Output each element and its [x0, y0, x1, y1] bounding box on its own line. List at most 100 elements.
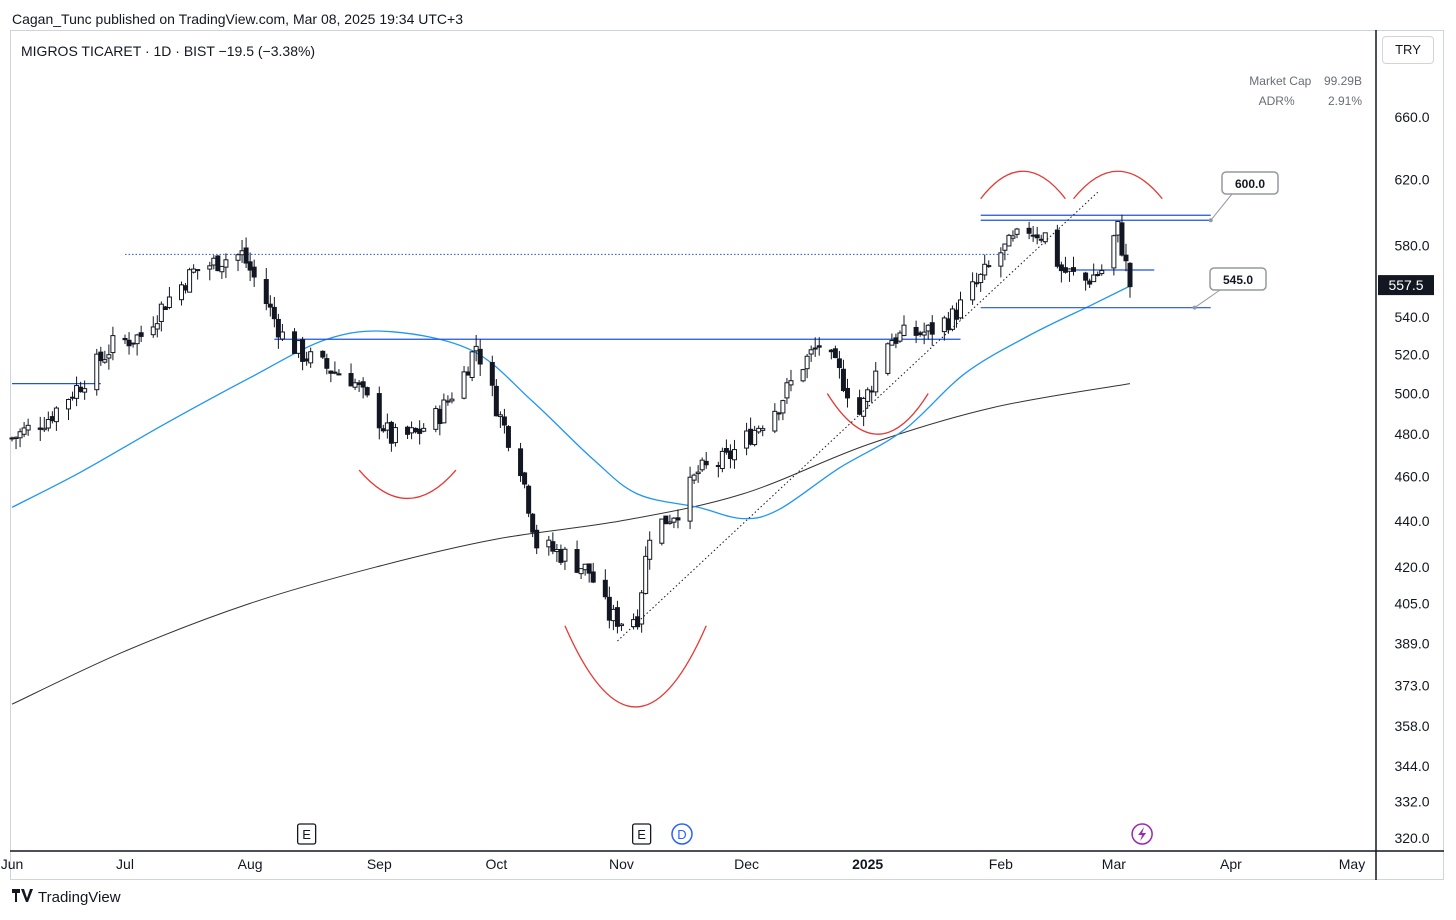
candle-body: [748, 428, 754, 445]
candle-body: [1042, 232, 1048, 243]
candle-body: [150, 326, 156, 336]
candle-body: [893, 337, 899, 344]
candle-body: [352, 382, 358, 388]
candle-body: [223, 259, 229, 268]
candle-body: [138, 332, 144, 337]
x-tick-label: 2025: [852, 856, 883, 872]
candle-body: [808, 349, 814, 355]
candle-body: [719, 450, 725, 469]
candle-body: [158, 303, 164, 322]
candle-body: [183, 285, 189, 291]
candle-body: [437, 408, 443, 425]
y-tick-label: 620.0: [1394, 171, 1429, 187]
candle-body: [166, 296, 172, 309]
y-tick-label: 389.0: [1394, 636, 1429, 652]
y-tick-label: 500.0: [1394, 386, 1429, 402]
candle-body: [279, 331, 285, 340]
candle-body: [974, 282, 980, 285]
earnings-marker[interactable]: [296, 823, 317, 845]
footer-logo[interactable]: TradingView: [12, 889, 121, 906]
market-cap-value: 99.29B: [1323, 74, 1362, 88]
cup-arc: [358, 469, 457, 500]
candle-body: [929, 322, 935, 335]
candle-body: [497, 414, 503, 418]
x-tick-label: Dec: [734, 856, 759, 872]
y-axis[interactable]: 660.0 620.0 580.0 540.0 520.0 500.0 480.0 460.0…: [1378, 109, 1434, 846]
publish-note: Cagan_Tunc published on TradingView.com,…: [12, 11, 464, 27]
candle-body: [445, 400, 451, 403]
candle-body: [715, 464, 721, 467]
currency-button[interactable]: TRY: [1382, 36, 1434, 64]
adr-value: 2.91%: [1327, 94, 1362, 108]
candle-body: [889, 340, 895, 346]
candle-body: [25, 424, 31, 431]
symbol-line[interactable]: MIGROS TICARET · 1D · BIST −19.5 (−3.38%…: [21, 43, 316, 59]
candle-body: [195, 269, 201, 272]
y-tick-label: 660.0: [1394, 109, 1429, 125]
callout-box[interactable]: [1221, 171, 1279, 195]
x-tick-label: May: [1339, 856, 1365, 872]
candle-body: [1026, 227, 1032, 234]
ma-long: [11, 383, 1131, 705]
x-tick-label: Oct: [485, 856, 507, 872]
candle-body: [691, 474, 697, 481]
candle-body: [1002, 243, 1008, 251]
candle-body: [13, 436, 19, 440]
candle-body: [239, 250, 245, 256]
callout-box[interactable]: [1209, 267, 1267, 291]
candle-body: [267, 303, 273, 308]
candle-body: [578, 568, 584, 575]
candle-body: [360, 381, 366, 388]
dividend-marker[interactable]: [671, 823, 693, 845]
candle-body: [1099, 270, 1105, 275]
candle-body: [328, 370, 334, 374]
candle-body: [78, 386, 84, 393]
x-tick-label: Jun: [1, 856, 24, 872]
candle-body: [635, 616, 641, 628]
candle-body: [784, 382, 790, 399]
candle-body: [413, 427, 419, 433]
x-tick-label: Apr: [1220, 856, 1242, 872]
candle-body: [271, 306, 277, 320]
candle-body: [1071, 267, 1077, 272]
candle-body: [247, 261, 253, 271]
candle-body: [122, 337, 128, 341]
candle-body: [945, 318, 951, 331]
cap-arc: [980, 170, 1066, 200]
footer-brand: TradingView: [38, 889, 121, 906]
candle-body: [94, 353, 100, 391]
candle-body: [917, 332, 923, 336]
earnings-marker[interactable]: [631, 823, 652, 845]
y-tick-label: 358.0: [1394, 718, 1429, 734]
candle-body: [618, 623, 624, 627]
candle-body: [130, 342, 136, 345]
candle-body: [53, 407, 59, 423]
candle-body: [477, 348, 483, 365]
y-tick-label: 580.0: [1394, 238, 1429, 254]
candle-body: [21, 427, 27, 435]
candle-body: [1095, 273, 1101, 276]
candle-body: [292, 331, 298, 354]
candle-body: [812, 347, 818, 350]
cap-arc: [1073, 170, 1163, 200]
candle-body: [1083, 272, 1089, 281]
candle-body: [376, 393, 382, 429]
candle-body: [489, 362, 495, 386]
candle-body: [723, 448, 729, 453]
candle-body: [219, 265, 225, 273]
x-axis[interactable]: Jun Jul Aug Sep Oct Nov Dec 2025 Feb Mar Apr May: [1, 856, 1366, 872]
x-tick-label: Sep: [367, 856, 392, 872]
candle-body: [473, 345, 479, 352]
candle-body: [74, 385, 80, 399]
cup-arc: [564, 625, 707, 708]
candle-body: [857, 397, 863, 415]
candle-body: [554, 549, 560, 553]
candle-body: [1127, 262, 1133, 288]
candle-body: [380, 428, 386, 432]
candle-body: [731, 449, 737, 461]
candle-body: [953, 309, 959, 320]
candle-body: [885, 343, 891, 374]
candle-body: [675, 517, 681, 521]
